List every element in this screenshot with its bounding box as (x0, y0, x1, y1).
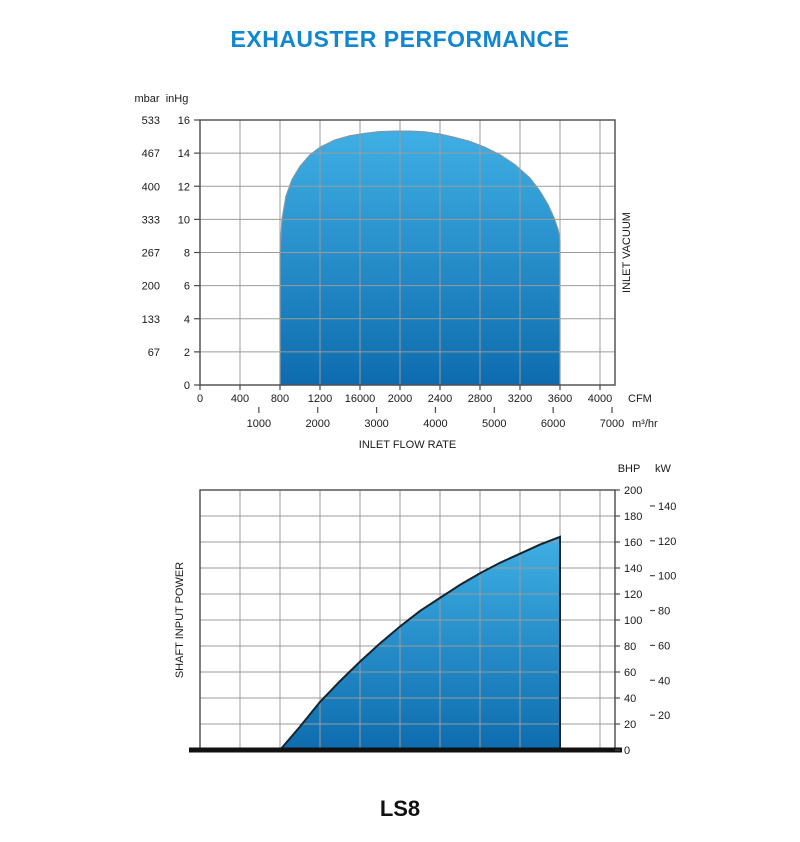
svg-text:120: 120 (658, 536, 676, 548)
svg-text:12: 12 (178, 181, 190, 193)
svg-text:400: 400 (231, 393, 249, 405)
svg-text:2000: 2000 (305, 418, 329, 430)
svg-text:100: 100 (624, 615, 642, 627)
svg-text:0: 0 (197, 393, 203, 405)
svg-text:3200: 3200 (508, 393, 532, 405)
svg-text:1200: 1200 (308, 393, 332, 405)
power-area (280, 536, 560, 750)
svg-text:4000: 4000 (423, 418, 447, 430)
svg-text:120: 120 (624, 589, 642, 601)
svg-text:800: 800 (271, 393, 289, 405)
svg-text:133: 133 (142, 314, 160, 326)
x-axis-title: INLET FLOW RATE (359, 439, 456, 451)
axis-ticks (615, 489, 655, 751)
mbar-header: mbar (134, 93, 159, 105)
model-label: LS8 (379, 796, 421, 821)
svg-text:6: 6 (184, 281, 190, 293)
svg-text:2800: 2800 (468, 393, 492, 405)
svg-text:4: 4 (184, 314, 190, 326)
svg-text:400: 400 (142, 181, 160, 193)
svg-text:60: 60 (624, 667, 636, 679)
svg-text:3600: 3600 (548, 393, 572, 405)
svg-text:20: 20 (658, 710, 670, 722)
svg-text:200: 200 (624, 485, 642, 497)
svg-text:40: 40 (624, 693, 636, 705)
svg-text:16: 16 (178, 115, 190, 127)
axis-labels: 0 2 4 6 8 10 12 14 16 67 133 200 267 333 400 467 533 mbar… (134, 93, 658, 451)
m3hr-unit: m³/hr (632, 418, 658, 430)
svg-text:80: 80 (624, 641, 636, 653)
svg-text:4000: 4000 (588, 393, 612, 405)
svg-text:160: 160 (624, 537, 642, 549)
svg-text:200: 200 (142, 281, 160, 293)
svg-text:67: 67 (148, 347, 160, 359)
bhp-header: BHP (618, 463, 641, 475)
svg-text:20: 20 (624, 719, 636, 731)
svg-text:60: 60 (658, 640, 670, 652)
inhg-header: inHg (166, 93, 189, 105)
svg-text:8: 8 (184, 248, 190, 260)
svg-text:10: 10 (178, 214, 190, 226)
svg-text:6000: 6000 (541, 418, 565, 430)
vacuum-area (279, 130, 561, 386)
inlet-vacuum-chart: 0 2 4 6 8 10 12 14 16 67 133 200 267 333 400 467 533 mbar… (134, 93, 658, 451)
y-axis-title: SHAFT INPUT POWER (174, 562, 186, 678)
svg-text:140: 140 (658, 501, 676, 513)
axis-ticks (194, 119, 613, 413)
svg-text:100: 100 (658, 571, 676, 583)
power-curve (279, 535, 561, 751)
svg-text:1000: 1000 (247, 418, 271, 430)
svg-text:0: 0 (184, 380, 190, 392)
svg-text:2400: 2400 (428, 393, 452, 405)
cfm-unit: CFM (628, 393, 652, 405)
svg-text:7000: 7000 (600, 418, 624, 430)
kw-header: kW (655, 463, 672, 475)
svg-text:5000: 5000 (482, 418, 506, 430)
svg-text:267: 267 (142, 248, 160, 260)
svg-text:14: 14 (178, 148, 190, 160)
svg-text:2000: 2000 (388, 393, 412, 405)
svg-text:467: 467 (142, 148, 160, 160)
svg-text:3000: 3000 (364, 418, 388, 430)
axis-labels: 0 20 40 60 80 100 120 140 160 180 200 BHP 20 40 60 80 10… (174, 463, 676, 757)
svg-text:333: 333 (142, 214, 160, 226)
svg-text:40: 40 (658, 675, 670, 687)
svg-text:140: 140 (624, 563, 642, 575)
svg-text:0: 0 (624, 745, 630, 757)
svg-text:533: 533 (142, 115, 160, 127)
shaft-input-power-chart: 0 20 40 60 80 100 120 140 160 180 200 BHP 20 40 60 80 10… (174, 463, 676, 757)
svg-text:2: 2 (184, 347, 190, 359)
svg-text:180: 180 (624, 511, 642, 523)
svg-text:80: 80 (658, 606, 670, 618)
svg-text:16000: 16000 (345, 393, 376, 405)
page-title: EXHAUSTER PERFORMANCE (230, 26, 570, 52)
y-axis-title: INLET VACUUM (621, 212, 633, 293)
